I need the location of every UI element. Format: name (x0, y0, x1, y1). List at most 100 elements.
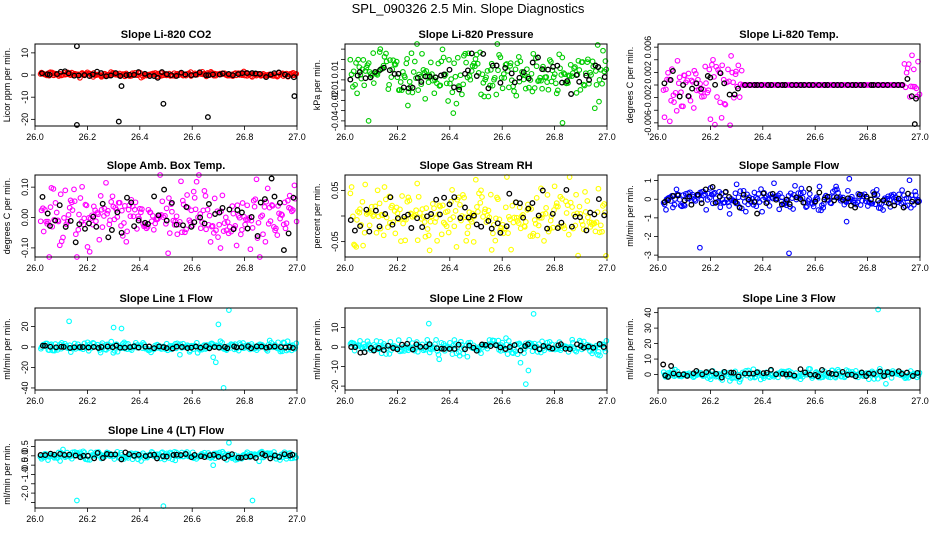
data-point (96, 236, 103, 243)
data-point (275, 339, 281, 346)
data-point (160, 453, 166, 460)
data-point (710, 56, 716, 63)
data-point (229, 203, 236, 209)
data-point (695, 192, 702, 199)
data-point (800, 189, 807, 196)
data-point (573, 90, 580, 96)
data-point (99, 455, 106, 461)
data-point (712, 121, 718, 128)
data-point (710, 190, 717, 197)
data-point (220, 228, 227, 234)
data-point (440, 54, 447, 61)
data-point (740, 191, 747, 198)
data-point (83, 202, 90, 209)
data-point (456, 84, 463, 90)
data-point (108, 338, 115, 345)
data-point (215, 321, 222, 328)
data-point (702, 186, 709, 193)
data-point (531, 344, 538, 351)
data-point (426, 349, 433, 356)
data-point (745, 196, 752, 203)
y-tick-label: 20 (20, 321, 30, 331)
plot-frame (34, 174, 298, 258)
data-point (155, 215, 161, 222)
data-point (203, 72, 210, 79)
data-point (868, 82, 875, 88)
data-point (291, 182, 298, 189)
y-tick-label: 40 (643, 308, 653, 318)
data-point (368, 203, 375, 210)
y-tick-label: -1 (643, 214, 653, 222)
data-point (895, 82, 902, 88)
y-tick-label: -0.002 (643, 85, 653, 111)
y-tick-label: -0.05 (330, 231, 340, 252)
y-tick-label: -0.006 (643, 110, 653, 136)
series-min (347, 41, 610, 126)
data-point (443, 223, 450, 230)
data-point (261, 196, 268, 203)
data-point (108, 227, 115, 233)
chart-panel-8: Slope Line 2 Flow ml/min per min. 26.0 26.2… (312, 293, 616, 406)
data-point (450, 110, 457, 116)
data-point (589, 350, 596, 357)
data-point (397, 79, 404, 85)
data-point (383, 58, 390, 65)
data-point (85, 344, 92, 351)
y-axis-label: ml/min per min. (2, 443, 12, 505)
data-point (501, 75, 508, 81)
data-point (599, 80, 605, 87)
data-point (221, 220, 228, 226)
data-point (197, 214, 204, 221)
data-point (825, 369, 832, 376)
data-point (396, 86, 403, 93)
data-point (460, 192, 466, 198)
data-point (433, 337, 439, 343)
chart-panel-3: Slope Li-820 Temp. degrees C per min. 26.0… (625, 29, 929, 142)
data-point (347, 56, 354, 63)
data-point (884, 82, 891, 88)
plot-frame (344, 43, 608, 127)
data-point (511, 79, 518, 86)
data-point (726, 203, 732, 209)
data-point (671, 99, 677, 105)
x-tick-label: 26.0 (649, 132, 667, 142)
data-point (522, 85, 529, 92)
data-point (717, 99, 723, 106)
data-point (504, 351, 511, 357)
data-point (212, 359, 219, 366)
data-point (399, 341, 405, 348)
data-point (215, 234, 221, 240)
y-tick-label: 20 (643, 339, 653, 349)
y-tick-label: 0 (330, 345, 340, 350)
data-point (530, 311, 537, 317)
data-point (577, 214, 583, 221)
data-point (731, 94, 737, 101)
data-point (468, 50, 475, 57)
y-tick-label: -0.02 (330, 90, 340, 111)
data-point (203, 226, 209, 233)
data-point (215, 453, 222, 460)
data-point (427, 59, 434, 66)
data-point (65, 70, 72, 77)
data-point (834, 186, 840, 193)
data-point (600, 344, 607, 351)
y-axis-label: Licor ppm per min. (2, 48, 12, 123)
data-point (849, 82, 856, 88)
data-point (815, 207, 822, 213)
data-point (473, 347, 480, 354)
data-point (830, 82, 837, 88)
data-point (912, 192, 919, 198)
data-point (453, 244, 460, 250)
data-point (124, 228, 130, 235)
plot-frame (657, 43, 921, 127)
data-point (57, 191, 64, 198)
data-point (428, 211, 435, 217)
data-point (423, 68, 430, 74)
data-point (47, 222, 53, 229)
data-point (348, 344, 355, 350)
data-point (533, 63, 540, 70)
data-point (601, 74, 608, 80)
data-point (881, 373, 888, 379)
data-point (216, 221, 223, 228)
data-point (219, 70, 226, 77)
